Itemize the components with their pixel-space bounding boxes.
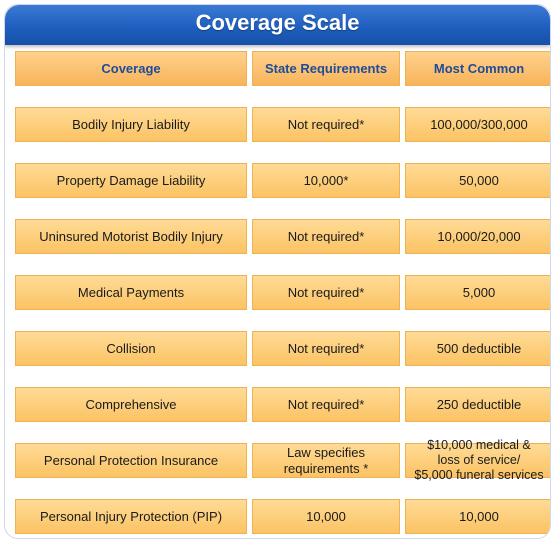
column-header-most-common: Most Common: [405, 51, 550, 86]
cell-coverage: Medical Payments: [15, 275, 247, 310]
column-header-coverage: Coverage: [15, 51, 247, 86]
cell-coverage: Collision: [15, 331, 247, 366]
cell-state-requirement: Law specifies requirements *: [252, 443, 400, 478]
cell-coverage: Comprehensive: [15, 387, 247, 422]
cell-coverage: Property Damage Liability: [15, 163, 247, 198]
cell-coverage: Bodily Injury Liability: [15, 107, 247, 142]
page-title: Coverage Scale: [195, 10, 360, 35]
cell-most-common: 10,000: [405, 499, 550, 534]
coverage-table: Coverage State Requirements Most Common …: [15, 51, 550, 534]
cell-most-common: 500 deductible: [405, 331, 550, 366]
cell-state-requirement: Not required*: [252, 387, 400, 422]
coverage-panel: Coverage Scale Coverage State Requiremen…: [4, 4, 551, 539]
cell-most-common: 50,000: [405, 163, 550, 198]
cell-most-common: 100,000/300,000: [405, 107, 550, 142]
cell-state-requirement: 10,000*: [252, 163, 400, 198]
cell-state-requirement: 10,000: [252, 499, 400, 534]
cell-state-requirement: Not required*: [252, 107, 400, 142]
cell-state-requirement: Not required*: [252, 331, 400, 366]
column-header-state-requirements: State Requirements: [252, 51, 400, 86]
cell-state-requirement: Not required*: [252, 275, 400, 310]
cell-state-requirement: Not required*: [252, 219, 400, 254]
cell-most-common: 250 deductible: [405, 387, 550, 422]
cell-most-common: 5,000: [405, 275, 550, 310]
title-banner: [5, 5, 550, 45]
cell-coverage: Personal Injury Protection (PIP): [15, 499, 247, 534]
cell-coverage: Uninsured Motorist Bodily Injury: [15, 219, 247, 254]
cell-most-common: 10,000/20,000: [405, 219, 550, 254]
cell-coverage: Personal Protection Insurance: [15, 443, 247, 478]
cell-most-common: $10,000 medical & loss of service/ $5,00…: [405, 438, 550, 482]
